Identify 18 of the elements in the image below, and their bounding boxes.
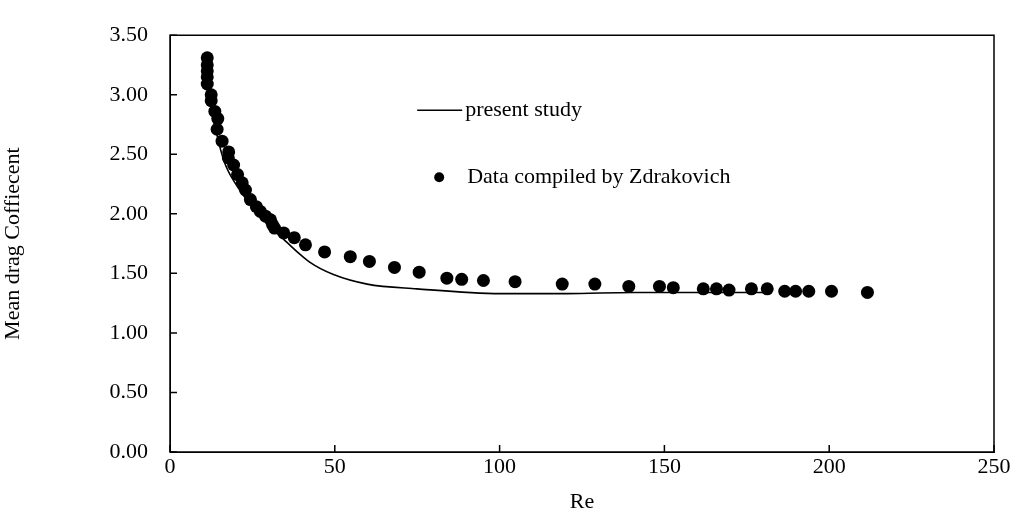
y-tick-label: 1.00	[109, 318, 148, 344]
x-tick-label: 150	[647, 452, 681, 478]
y-tick-label: 3.00	[109, 80, 148, 106]
y-tick-label: 2.50	[109, 140, 148, 166]
x-tick-label: 200	[812, 452, 846, 478]
y-tick-label: 0.00	[109, 437, 148, 463]
y-tick-label: 0.50	[109, 378, 148, 404]
x-axis-title: Re	[569, 487, 595, 513]
x-tick-label: 250	[977, 452, 1011, 478]
legend-label: Data compiled by Zdrakovich	[467, 162, 731, 188]
x-tick-label: 100	[483, 452, 517, 478]
y-tick-label: 3.50	[109, 20, 148, 46]
y-axis-title: Mean drag Coffiecent	[0, 147, 24, 340]
x-tick-label: 50	[323, 452, 346, 478]
y-tick-label: 2.00	[109, 199, 148, 225]
y-tick-label: 1.50	[109, 259, 148, 285]
x-tick-label: 0	[164, 452, 176, 478]
legend-label: present study	[465, 95, 582, 121]
